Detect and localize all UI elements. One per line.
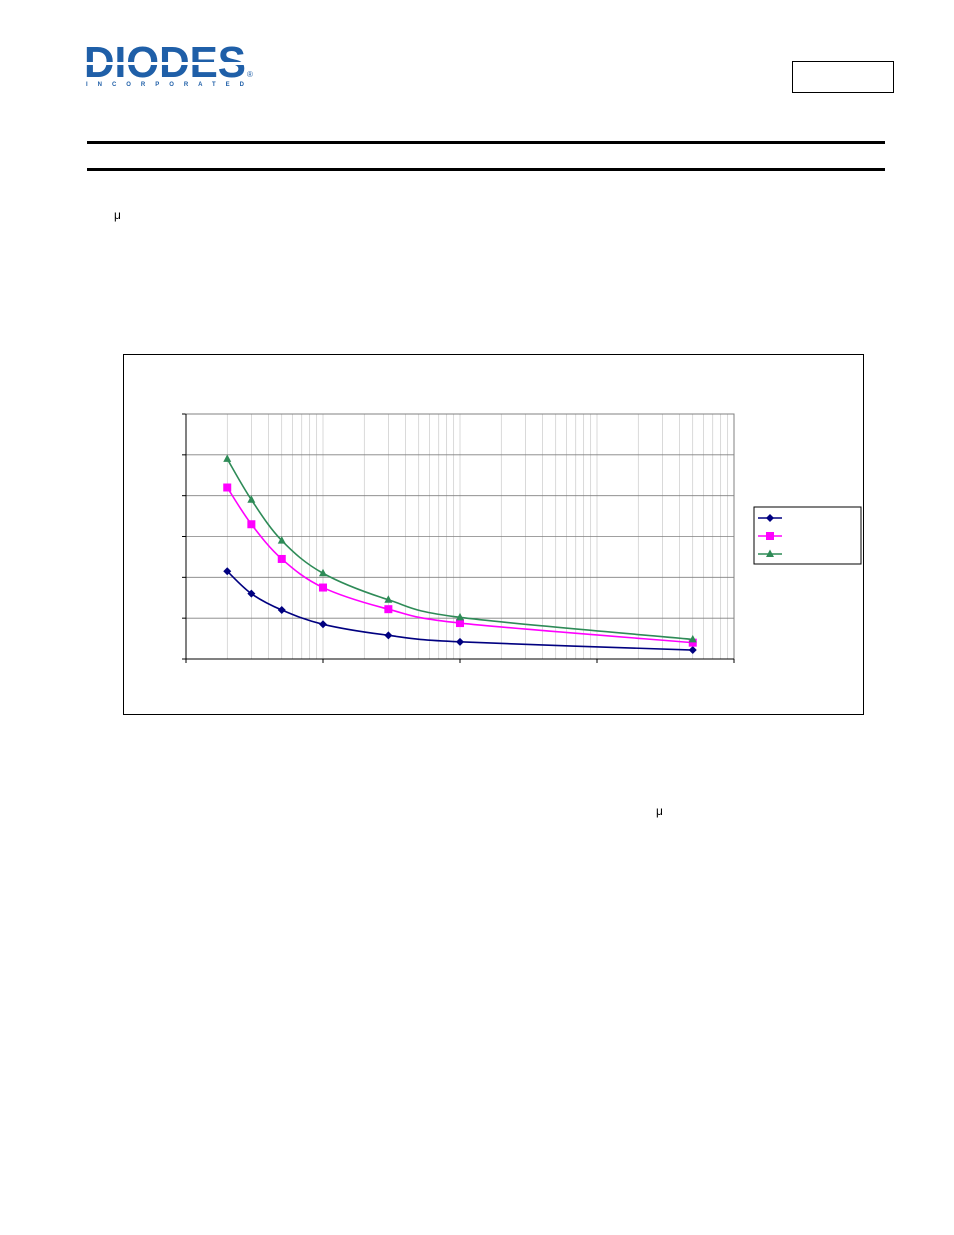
series-1-point <box>247 589 256 598</box>
series-3-point <box>247 495 256 503</box>
mu-symbol-1: μ <box>114 208 121 222</box>
series-1-point <box>277 606 286 614</box>
series-1-point <box>384 631 393 640</box>
series-3-point <box>277 536 286 544</box>
diodes-logo: DIODES INCORPORATED ® <box>84 38 256 88</box>
legend-marker-1 <box>766 514 774 522</box>
series-3-point <box>384 595 393 603</box>
series-1-point <box>688 646 697 655</box>
series-2-point <box>223 483 232 492</box>
series-1-point <box>456 637 464 646</box>
series-2-point <box>277 554 286 563</box>
series-2-point <box>247 520 256 529</box>
series-3-point <box>319 568 327 577</box>
series-2-point <box>384 605 393 614</box>
series-2-point <box>456 619 464 628</box>
series-2-point <box>319 583 327 592</box>
legend-marker-2 <box>766 532 774 540</box>
series-3-point <box>223 454 232 462</box>
part-number-box <box>792 61 894 93</box>
series-3-point <box>456 612 464 621</box>
series-line-3 <box>226 458 693 641</box>
series-3-point <box>688 634 697 643</box>
series-1-point <box>223 567 232 576</box>
series-2-point <box>688 638 697 647</box>
series-1-point <box>319 620 327 629</box>
header-rule-top <box>87 141 885 144</box>
diodes-logo-image: DIODES INCORPORATED ® <box>84 38 253 88</box>
logo-registered: ® <box>247 70 253 79</box>
chart-frame <box>123 354 864 715</box>
line-chart <box>182 413 862 663</box>
header-rule-bottom <box>87 168 885 171</box>
mu-symbol-2: μ <box>656 804 663 818</box>
legend-marker-3 <box>766 549 774 557</box>
